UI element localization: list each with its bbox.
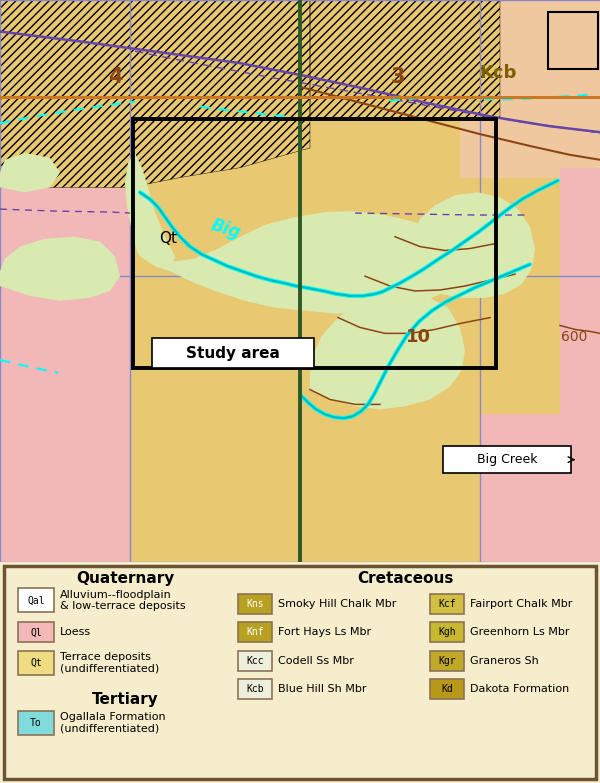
Text: Loess: Loess <box>60 627 91 637</box>
Text: 10: 10 <box>406 328 431 346</box>
Text: 4: 4 <box>108 67 122 87</box>
Bar <box>548 12 598 69</box>
Bar <box>480 0 600 414</box>
Bar <box>430 594 464 615</box>
Text: Kd: Kd <box>441 684 453 694</box>
Polygon shape <box>125 153 175 271</box>
Bar <box>130 0 480 562</box>
Text: Big: Big <box>209 215 243 242</box>
Text: Quaternary: Quaternary <box>76 571 174 586</box>
Text: 600: 600 <box>561 330 587 345</box>
Polygon shape <box>0 236 120 301</box>
Bar <box>460 0 600 178</box>
Text: Ogallala Formation
(undifferentiated): Ogallala Formation (undifferentiated) <box>60 712 166 734</box>
Text: Kns: Kns <box>246 599 264 609</box>
Text: Fairport Chalk Mbr: Fairport Chalk Mbr <box>470 599 572 609</box>
Text: 3: 3 <box>391 67 405 87</box>
Text: Kgh: Kgh <box>438 627 456 637</box>
Text: Study area: Study area <box>186 345 280 361</box>
Bar <box>18 588 54 612</box>
Bar <box>430 622 464 643</box>
Bar <box>18 711 54 734</box>
Bar <box>238 622 272 643</box>
Text: Kgr: Kgr <box>438 655 456 666</box>
Text: Graneros Sh: Graneros Sh <box>470 655 539 666</box>
Text: Ql: Ql <box>30 627 42 637</box>
Polygon shape <box>410 193 535 298</box>
Bar <box>238 594 272 615</box>
Bar <box>430 651 464 670</box>
Bar <box>18 651 54 675</box>
Bar <box>430 679 464 698</box>
Text: Big Creek: Big Creek <box>477 453 537 466</box>
Text: Kcc: Kcc <box>246 655 264 666</box>
Text: Blue Hill Sh Mbr: Blue Hill Sh Mbr <box>278 684 367 694</box>
Bar <box>238 651 272 670</box>
Text: Kcf: Kcf <box>438 599 456 609</box>
Bar <box>18 622 54 643</box>
Text: Cretaceous: Cretaceous <box>357 571 453 586</box>
Text: Alluvium--floodplain
& low-terrace deposits: Alluvium--floodplain & low-terrace depos… <box>60 590 185 612</box>
Bar <box>133 119 496 368</box>
Polygon shape <box>0 0 310 187</box>
Text: Qal: Qal <box>27 595 45 605</box>
Text: Dakota Formation: Dakota Formation <box>470 684 569 694</box>
Bar <box>443 446 571 474</box>
Bar <box>238 679 272 698</box>
Bar <box>152 338 314 368</box>
Text: Greenhorn Ls Mbr: Greenhorn Ls Mbr <box>470 627 569 637</box>
Text: Kcb: Kcb <box>479 64 517 82</box>
Text: Qt: Qt <box>30 658 42 668</box>
Text: Smoky Hill Chalk Mbr: Smoky Hill Chalk Mbr <box>278 599 397 609</box>
Polygon shape <box>155 211 460 314</box>
Polygon shape <box>310 0 500 118</box>
Text: Terrace deposits
(undifferentiated): Terrace deposits (undifferentiated) <box>60 651 159 673</box>
Text: Tertiary: Tertiary <box>92 692 158 707</box>
Text: To: To <box>30 718 42 727</box>
Text: Fort Hays Ls Mbr: Fort Hays Ls Mbr <box>278 627 371 637</box>
Bar <box>560 168 600 562</box>
Polygon shape <box>310 294 465 410</box>
Text: Knf: Knf <box>246 627 264 637</box>
Polygon shape <box>0 153 60 193</box>
Text: Qt: Qt <box>159 231 177 246</box>
Text: Codell Ss Mbr: Codell Ss Mbr <box>278 655 354 666</box>
Text: Kcb: Kcb <box>246 684 264 694</box>
